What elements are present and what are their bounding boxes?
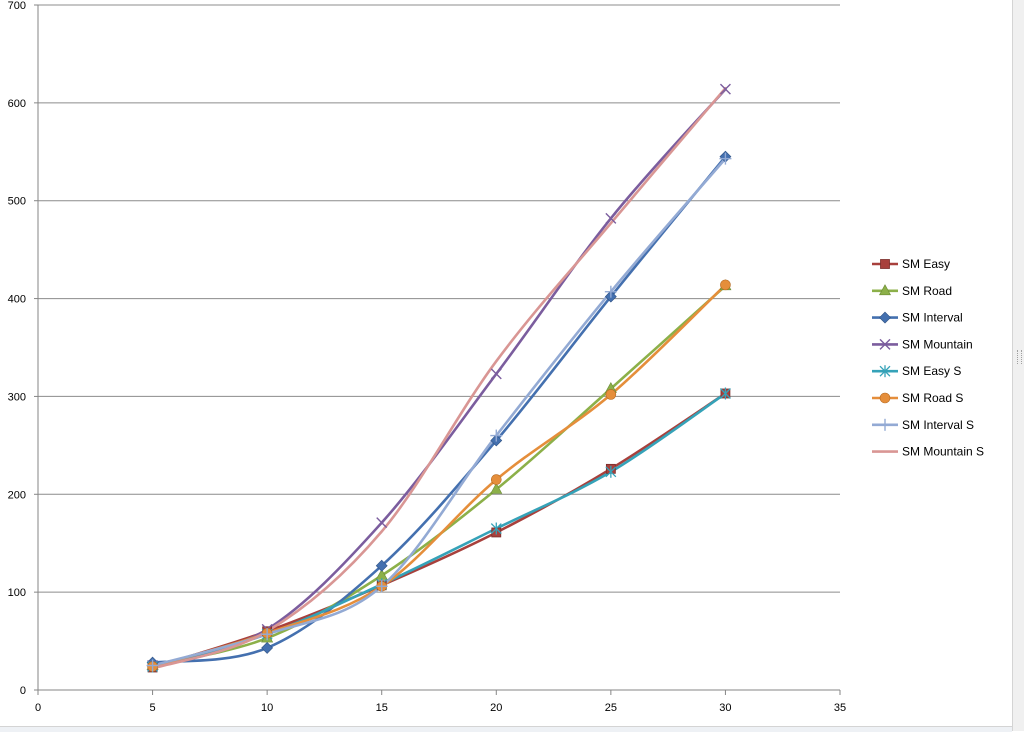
data-point-sm-easy-s-20: [490, 522, 502, 535]
y-tick-label: 700: [8, 0, 26, 12]
x-tick-label: 30: [719, 702, 731, 714]
legend-marker-sm-road-s: [879, 392, 891, 404]
legend-label: SM Mountain: [902, 337, 973, 351]
series-line-sm-interval: [151, 155, 727, 664]
legend-label: SM Easy S: [902, 364, 961, 378]
data-point-sm-easy-s-30: [719, 387, 731, 400]
legend-marker-sm-road: [878, 284, 892, 296]
legend-marker-sm-interval-s: [879, 418, 891, 431]
y-tick-label: 0: [20, 685, 26, 697]
window-bottom-edge: [0, 726, 1012, 732]
legend-marker-sm-interval: [879, 311, 891, 324]
y-tick-label: 300: [8, 391, 26, 403]
data-point-sm-mountain-25: [605, 212, 617, 224]
data-point-sm-interval-s-30: [719, 152, 732, 165]
gridlines: [38, 4, 840, 593]
legend: SM Easy SM Road SM Interval SM Mountain SM E…: [872, 257, 984, 459]
data-point-sm-interval-s-25: [604, 285, 617, 298]
legend-item-sm-road-s: SM Road S: [872, 391, 963, 405]
legend-label: SM Interval: [902, 311, 963, 325]
data-point-sm-road-s-20: [490, 474, 502, 485]
window-right-edge[interactable]: [1012, 0, 1024, 731]
data-point-sm-interval-s-20: [490, 429, 503, 442]
series-line-sm-mountain: [151, 87, 727, 667]
x-tick-label: 0: [35, 702, 41, 714]
y-tick-label: 100: [8, 587, 26, 599]
x-tick-label: 35: [834, 702, 846, 714]
legend-marker-sm-easy-s: [879, 365, 891, 378]
series-lines: [151, 86, 727, 670]
y-tick-label: 200: [8, 489, 26, 501]
legend-item-sm-mountain: SM Mountain: [872, 337, 973, 351]
legend-label: SM Interval S: [902, 418, 974, 432]
series-line-sm-mountain-s: [151, 86, 727, 670]
x-tick-label: 20: [490, 702, 502, 714]
y-tick-label: 500: [8, 196, 26, 208]
legend-item-sm-easy: SM Easy: [872, 257, 950, 271]
legend-item-sm-interval-s: SM Interval S: [872, 418, 974, 432]
series-line-sm-easy: [151, 392, 727, 669]
legend-item-sm-easy-s: SM Easy S: [872, 364, 961, 378]
series-markers: [146, 83, 732, 673]
legend-label: SM Road: [902, 284, 952, 298]
data-point-sm-interval-s-10: [261, 628, 274, 641]
data-point-sm-road-s-25: [605, 389, 617, 400]
x-tick-label: 25: [605, 702, 617, 714]
data-point-sm-interval-s-15: [375, 580, 388, 593]
data-point-sm-road-s-30: [720, 279, 731, 291]
series-line-sm-interval-s: [151, 157, 727, 667]
legend-item-sm-mountain-s: SM Mountain S: [872, 445, 984, 459]
legend-label: SM Easy: [902, 257, 950, 271]
legend-item-sm-interval: SM Interval: [872, 311, 963, 325]
legend-marker-sm-mountain: [879, 338, 891, 350]
data-point-sm-interval-10: [261, 641, 274, 654]
resize-grip-icon[interactable]: [1017, 350, 1022, 364]
axes: 0 100 200 300 400 500 600 700 0 5 10 15 20 25 30 35: [8, 0, 846, 714]
data-point-sm-mountain-20: [490, 368, 502, 380]
legend-marker-sm-easy: [880, 259, 890, 269]
data-point-sm-interval-s-5: [146, 659, 159, 672]
legend-label: SM Mountain S: [902, 445, 984, 459]
y-tick-label: 400: [8, 294, 26, 306]
data-point-sm-mountain-30: [719, 83, 731, 95]
legend-label: SM Road S: [902, 391, 963, 405]
data-point-sm-road-20: [490, 482, 503, 494]
x-tick-label: 15: [376, 702, 388, 714]
x-tick-label: 10: [261, 702, 273, 714]
data-point-sm-easy-s-25: [605, 465, 617, 478]
y-tick-label: 600: [8, 98, 26, 110]
series-line-sm-road-s: [151, 283, 727, 668]
data-point-sm-interval-15: [375, 559, 388, 572]
data-point-sm-mountain-15: [376, 517, 388, 529]
legend-item-sm-road: SM Road: [872, 284, 952, 298]
series-line-sm-road: [151, 284, 727, 667]
x-tick-label: 5: [150, 702, 156, 714]
series-line-sm-easy-s: [151, 392, 727, 668]
